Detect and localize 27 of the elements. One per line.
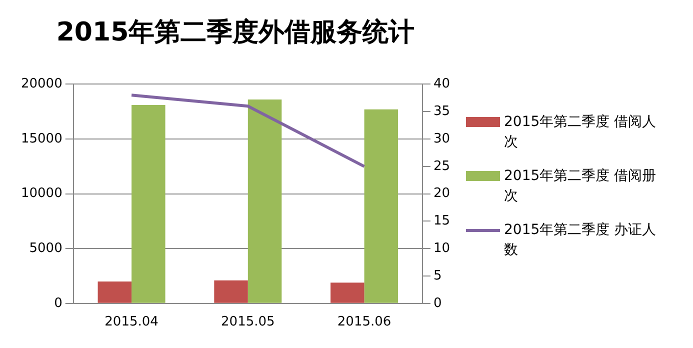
y-tick-label: 5000	[29, 240, 62, 256]
y2-tick-label: 10	[433, 240, 450, 256]
legend-label: 2015年第二季度 借阅人次	[504, 113, 658, 152]
y2-tick-label: 30	[433, 131, 450, 146]
y2-tick-label: 15	[433, 214, 450, 229]
chart-title: 2015年第二季度外借服务统计	[56, 17, 415, 48]
legend-label: 2015年第二季度 借阅册次	[504, 167, 658, 206]
y2-tick-label: 25	[433, 158, 450, 174]
y2-tick-label: 5	[433, 268, 442, 284]
bar	[248, 100, 282, 303]
x-tick-label: 2015.05	[221, 314, 275, 330]
y2-tick-label: 40	[433, 76, 450, 92]
bar	[214, 280, 248, 303]
y-tick-label: 10000	[20, 186, 62, 202]
bar	[330, 282, 364, 303]
bar	[132, 105, 166, 303]
bar	[364, 109, 398, 303]
y2-tick-label: 35	[433, 104, 450, 119]
legend-label: 2015年第二季度 办证人数	[504, 221, 658, 260]
x-tick-label: 2015.04	[104, 314, 158, 330]
x-tick-label: 2015.06	[337, 314, 392, 330]
y2-tick-label: 0	[433, 296, 442, 311]
y-tick-label: 15000	[20, 131, 62, 146]
bar	[98, 281, 132, 303]
y2-tick-label: 20	[433, 186, 450, 202]
y-tick-label: 20000	[20, 76, 62, 92]
y-tick-label: 0	[54, 296, 62, 311]
